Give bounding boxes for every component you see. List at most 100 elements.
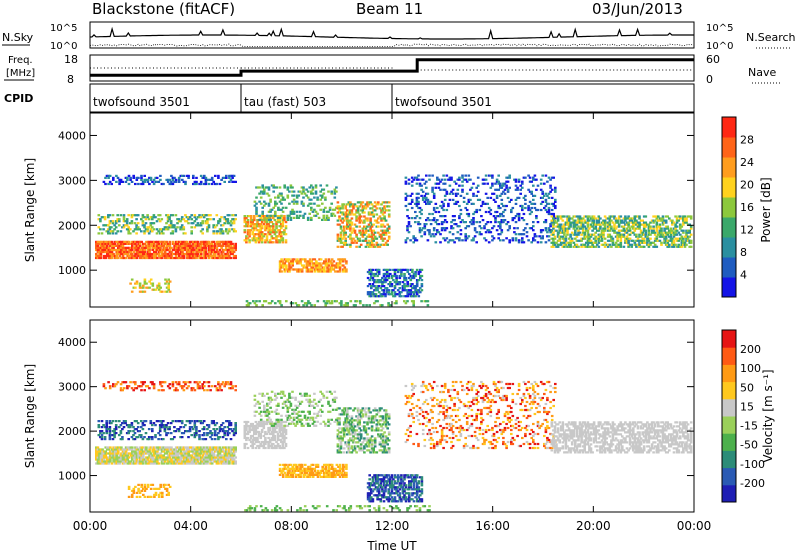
radar-cell bbox=[149, 454, 153, 457]
radar-cell bbox=[229, 224, 233, 227]
radar-cell bbox=[367, 211, 371, 214]
radar-cell bbox=[134, 182, 137, 186]
radar-cell bbox=[622, 229, 626, 232]
radar-cell bbox=[330, 214, 333, 217]
radar-cell bbox=[517, 217, 521, 220]
radar-cell bbox=[599, 235, 602, 238]
radar-cell bbox=[149, 462, 153, 465]
radar-cell bbox=[544, 241, 548, 244]
radar-cell bbox=[110, 254, 114, 258]
radar-cell bbox=[400, 291, 403, 294]
radar-cell bbox=[664, 221, 668, 224]
radar-cell bbox=[414, 176, 417, 179]
radar-cell bbox=[423, 196, 427, 199]
radar-cell bbox=[156, 446, 159, 449]
radar-cell bbox=[173, 246, 176, 249]
radar-cell bbox=[638, 217, 641, 220]
radar-cell bbox=[459, 212, 463, 216]
radar-cell bbox=[251, 233, 254, 236]
radar-cell bbox=[484, 174, 488, 177]
radar-cell bbox=[204, 452, 208, 455]
radar-cell bbox=[291, 264, 294, 267]
radar-cell bbox=[390, 293, 394, 296]
radar-cell bbox=[181, 178, 184, 181]
radar-cell bbox=[325, 184, 329, 187]
radar-cell bbox=[432, 235, 436, 238]
radar-cell bbox=[154, 460, 158, 463]
radar-cell bbox=[563, 223, 566, 226]
frequency-label-line1: Freq. bbox=[8, 55, 33, 66]
radar-cell bbox=[419, 291, 422, 294]
radar-cell bbox=[597, 219, 601, 222]
radar-cell bbox=[632, 217, 635, 220]
radar-cell bbox=[585, 227, 588, 230]
radar-cell bbox=[404, 268, 408, 271]
radar-cell bbox=[254, 225, 258, 228]
radar-cell bbox=[111, 420, 115, 423]
radar-cell bbox=[142, 458, 145, 461]
radar-cell bbox=[371, 293, 375, 296]
radar-cell bbox=[415, 285, 419, 288]
radar-cell bbox=[635, 227, 638, 230]
radar-cell bbox=[192, 448, 195, 451]
radar-cell bbox=[171, 460, 175, 463]
radar-cell bbox=[517, 196, 521, 199]
radar-cell bbox=[555, 241, 558, 244]
radar-cell bbox=[173, 450, 176, 453]
radar-cell bbox=[436, 182, 439, 185]
radar-cell bbox=[107, 248, 111, 252]
radar-cell bbox=[136, 430, 140, 433]
radar-cell bbox=[176, 460, 180, 463]
radar-cell bbox=[206, 240, 209, 243]
radar-cell bbox=[535, 188, 538, 191]
radar-cell bbox=[508, 200, 511, 203]
radar-cell bbox=[683, 241, 687, 244]
radar-cell bbox=[503, 219, 507, 222]
radar-cell bbox=[255, 206, 258, 209]
radar-cell bbox=[165, 290, 169, 293]
radar-cell bbox=[127, 174, 131, 177]
radar-cell bbox=[184, 248, 187, 252]
radar-cell bbox=[104, 244, 107, 247]
radar-cell bbox=[563, 231, 566, 234]
radar-cell bbox=[297, 262, 301, 265]
radar-cell bbox=[547, 227, 551, 230]
radar-cell bbox=[371, 272, 375, 276]
radar-cell bbox=[97, 424, 101, 427]
radar-cell bbox=[169, 222, 173, 225]
radar-cell bbox=[179, 436, 182, 439]
radar-cell bbox=[107, 256, 111, 260]
radar-cell bbox=[553, 235, 557, 238]
radar-cell bbox=[160, 230, 164, 233]
radar-cell bbox=[536, 241, 540, 244]
radar-cell bbox=[454, 192, 458, 195]
radar-cell bbox=[166, 432, 170, 435]
radar-cell bbox=[281, 223, 285, 226]
radar-cell bbox=[167, 256, 170, 260]
radar-cell bbox=[619, 229, 623, 232]
radar-cell bbox=[355, 209, 358, 212]
radar-cell bbox=[228, 174, 231, 177]
radar-cell bbox=[383, 219, 386, 222]
radar-cell bbox=[190, 454, 194, 457]
radar-cell bbox=[644, 221, 648, 224]
radar-cell bbox=[143, 180, 146, 183]
radar-cell bbox=[338, 270, 342, 273]
radar-cell bbox=[554, 188, 557, 191]
radar-cell bbox=[459, 229, 463, 232]
radar-cell bbox=[567, 215, 571, 218]
radar-cell bbox=[274, 186, 277, 189]
radar-cell bbox=[185, 430, 189, 433]
radar-cell bbox=[616, 231, 619, 234]
radar-cell bbox=[660, 231, 663, 234]
radar-cell bbox=[201, 214, 204, 217]
radar-cell bbox=[154, 446, 158, 449]
radar-cell bbox=[97, 226, 101, 229]
radar-cell bbox=[255, 202, 258, 205]
radar-cell bbox=[628, 243, 632, 246]
radar-cell bbox=[206, 228, 209, 231]
radar-cell bbox=[254, 223, 258, 226]
radar-cell bbox=[649, 243, 652, 246]
radar-cell bbox=[442, 204, 445, 208]
radar-cell bbox=[552, 245, 555, 248]
